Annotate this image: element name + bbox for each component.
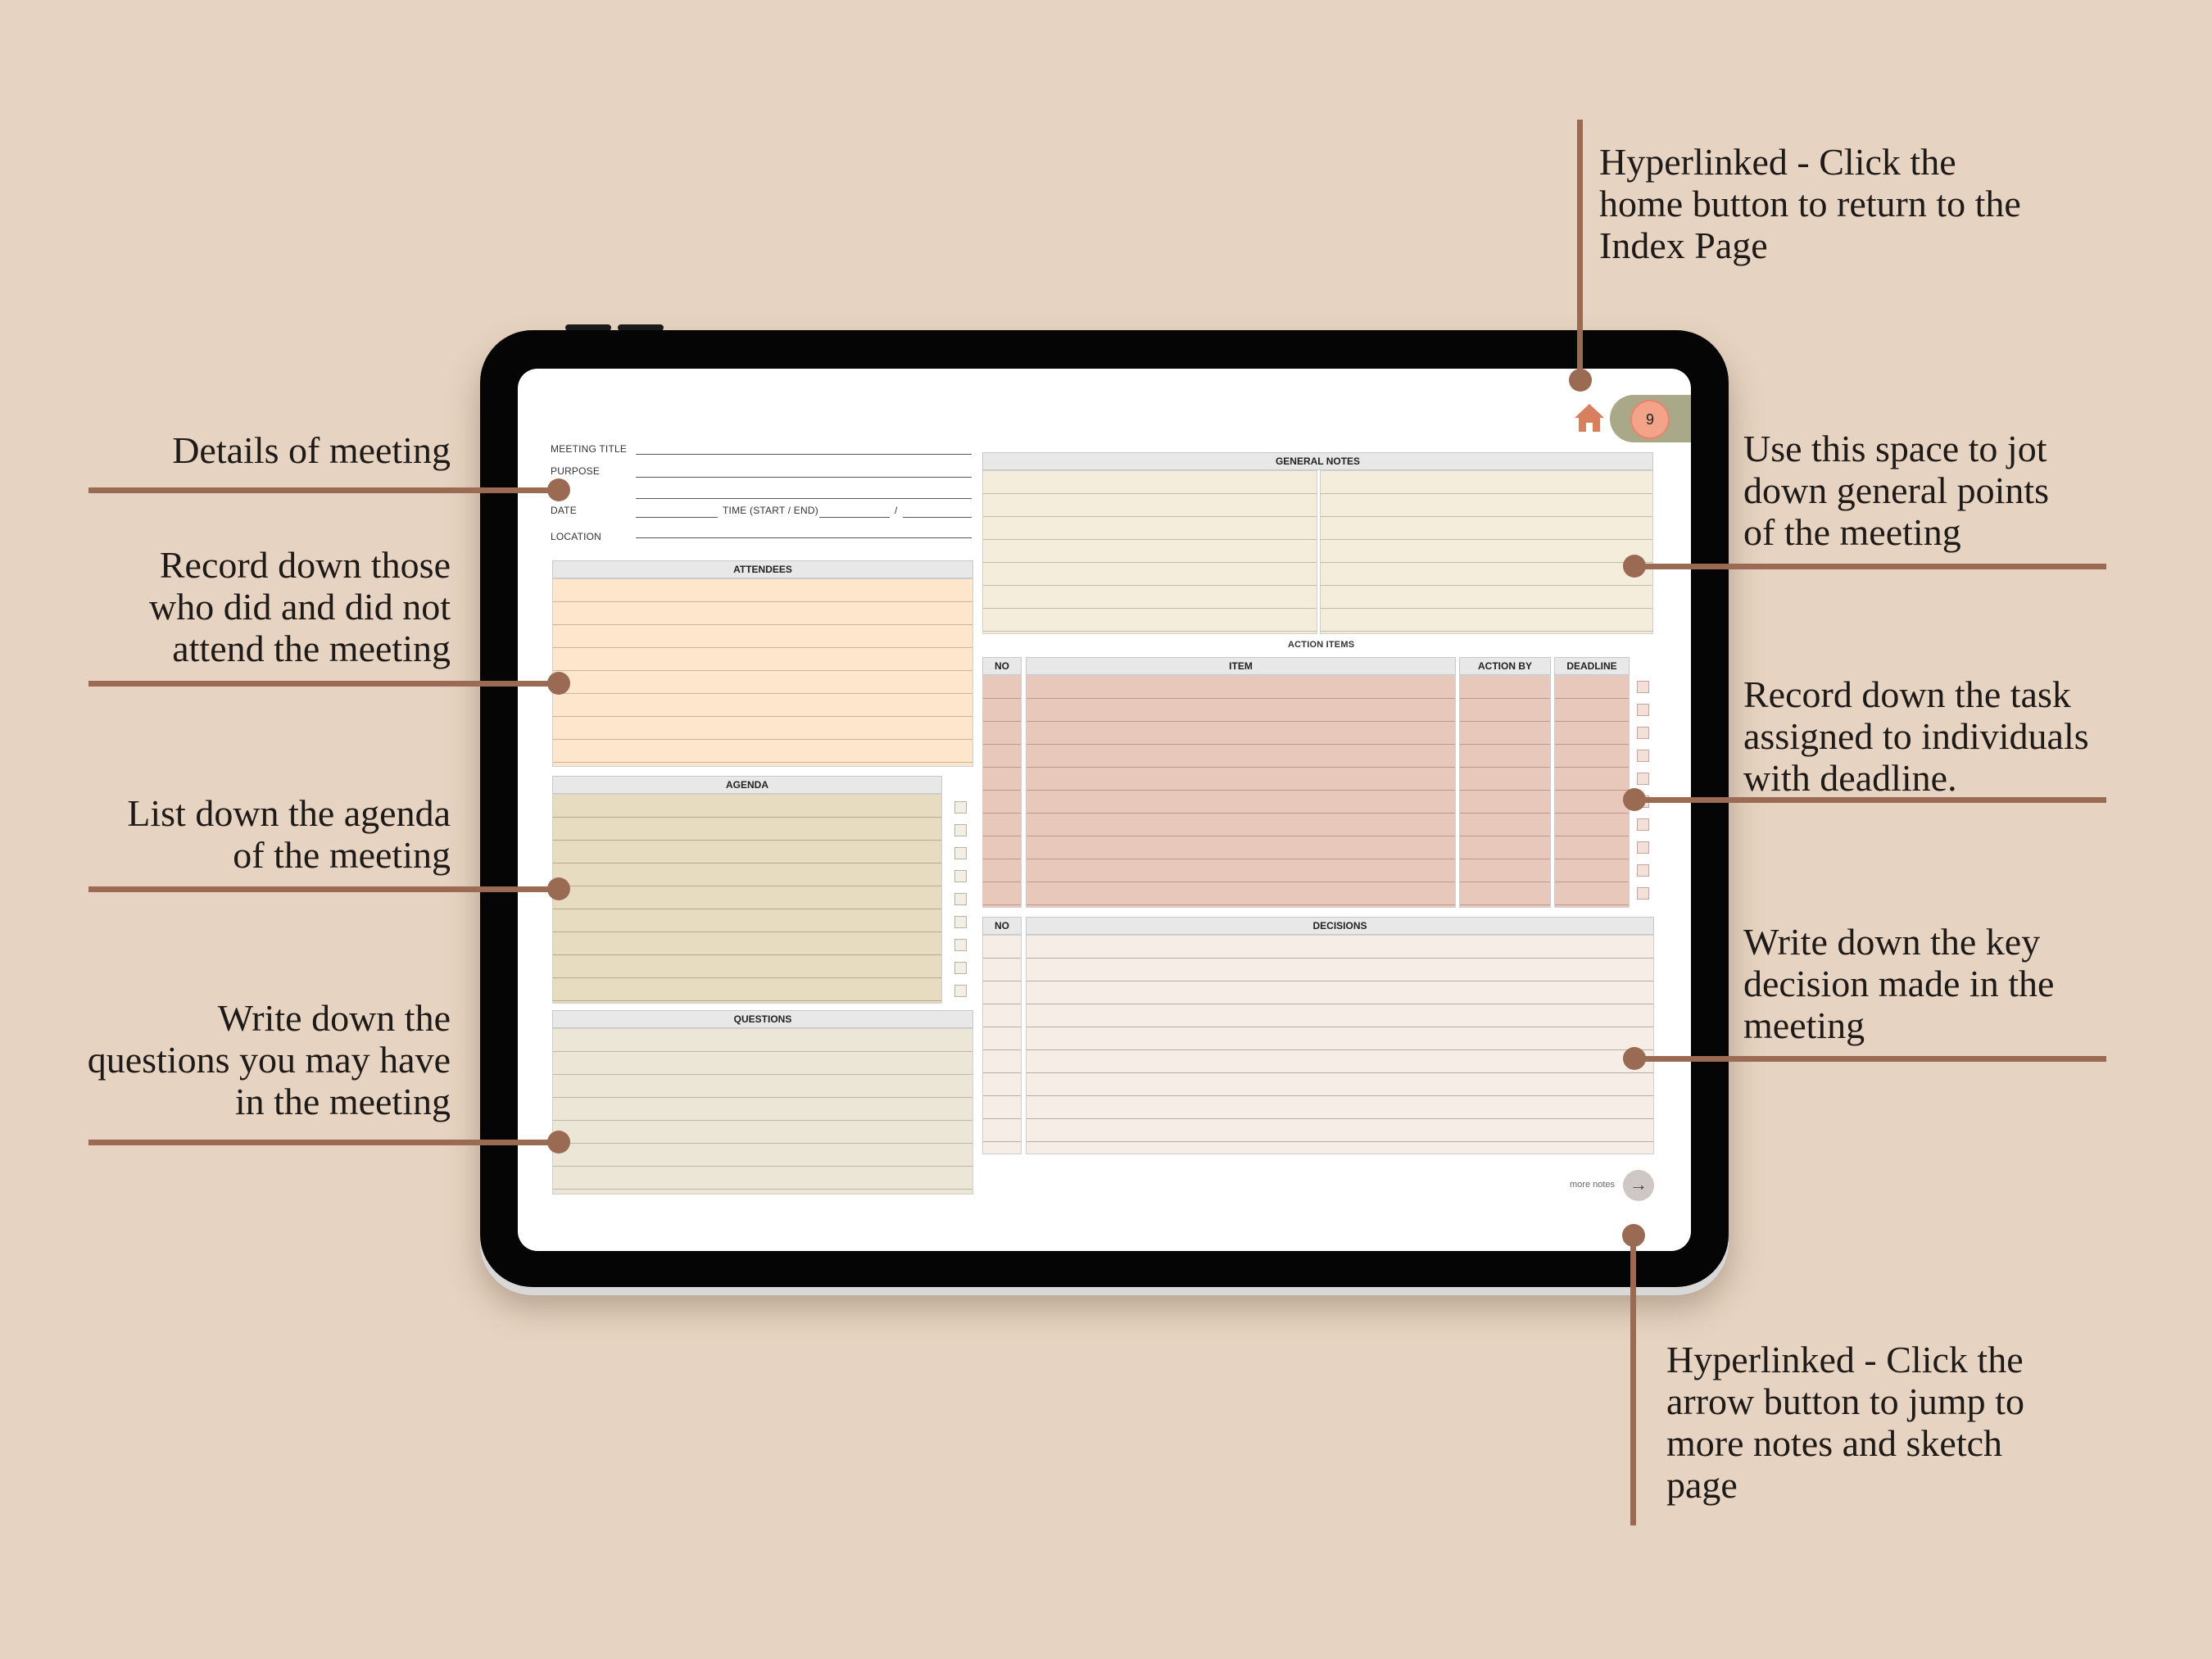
date-label: DATE [551, 505, 577, 516]
agenda-checkbox[interactable] [954, 939, 967, 951]
decisions-no-header: NO [982, 917, 1022, 935]
action-checkbox[interactable] [1637, 864, 1649, 877]
action-deadline-header: DEADLINE [1554, 657, 1630, 675]
callout-agenda: List down the agenda of the meeting [127, 792, 451, 876]
date-field[interactable] [636, 517, 718, 518]
action-checkbox[interactable] [1637, 887, 1649, 900]
agenda-lines[interactable] [552, 794, 942, 1004]
action-item-header: ITEM [1026, 657, 1456, 675]
agenda-checkbox[interactable] [954, 916, 967, 928]
planner-screen: MEETING TITLE PURPOSE DATE TIME (START /… [518, 369, 1691, 1251]
action-deadline-cells[interactable] [1554, 675, 1630, 908]
page-number-badge[interactable]: 9 [1630, 400, 1670, 439]
decisions-header: DECISIONS [1026, 917, 1654, 935]
attendees-header: ATTENDEES [552, 560, 973, 578]
questions-section: QUESTIONS [552, 1010, 973, 1194]
leader-details [88, 487, 559, 493]
leader-dot-arrow-button [1622, 1224, 1645, 1247]
action-by-header: ACTION BY [1459, 657, 1551, 675]
time-separator: / [895, 505, 898, 516]
action-checkbox[interactable] [1637, 818, 1649, 831]
callout-home-button: Hyperlinked - Click the home button to r… [1599, 141, 2021, 266]
callout-general-notes: Use this space to jot down general point… [1743, 428, 2050, 553]
agenda-checkbox[interactable] [954, 985, 967, 997]
decisions-cells[interactable] [1026, 935, 1654, 1154]
action-items-title: ACTION ITEMS [1288, 640, 1355, 650]
action-checkbox[interactable] [1637, 773, 1649, 785]
leader-dot-details [547, 478, 570, 501]
meeting-title-label: MEETING TITLE [551, 443, 628, 455]
purpose-field-line-2[interactable] [636, 498, 972, 499]
leader-dot-general-notes [1623, 555, 1646, 578]
general-notes-left-column[interactable] [982, 470, 1317, 634]
callout-action-items: Record down the task assigned to individ… [1743, 673, 2089, 799]
leader-questions [88, 1140, 559, 1145]
tablet-volume-button [618, 324, 664, 331]
agenda-checkbox[interactable] [954, 893, 967, 905]
callout-arrow-button: Hyperlinked - Click the arrow button to … [1666, 1339, 2024, 1506]
attendees-section: ATTENDEES [552, 560, 973, 767]
arrow-right-icon: → [1630, 1174, 1648, 1194]
action-checkbox[interactable] [1637, 750, 1649, 762]
meeting-title-field[interactable] [636, 454, 972, 455]
purpose-label: PURPOSE [551, 465, 601, 477]
agenda-checkbox[interactable] [954, 870, 967, 882]
agenda-section: AGENDA [552, 776, 942, 1004]
agenda-checkbox[interactable] [954, 847, 967, 859]
leader-dot-attendees [547, 672, 570, 695]
action-checkbox[interactable] [1637, 681, 1649, 693]
decisions-no-cells[interactable] [982, 935, 1022, 1154]
agenda-checkbox[interactable] [954, 824, 967, 836]
action-checkbox[interactable] [1637, 727, 1649, 739]
leader-decisions [1636, 1056, 2106, 1062]
action-items-deadline-column: DEADLINE [1554, 657, 1630, 908]
action-item-cells[interactable] [1026, 675, 1456, 908]
more-notes-label: more notes [1570, 1180, 1616, 1190]
time-start-field[interactable] [819, 517, 890, 518]
home-icon[interactable] [1573, 402, 1606, 433]
location-field[interactable] [636, 537, 972, 538]
general-notes-section: GENERAL NOTES [982, 452, 1653, 634]
general-notes-header: GENERAL NOTES [982, 452, 1653, 470]
agenda-header: AGENDA [552, 776, 942, 794]
callout-details: Details of meeting [172, 429, 451, 471]
action-items-no-column: NO [982, 657, 1022, 908]
leader-arrow-button [1630, 1239, 1636, 1525]
leader-dot-agenda [547, 877, 570, 900]
action-checkbox[interactable] [1637, 704, 1649, 716]
action-items-by-column: ACTION BY [1459, 657, 1551, 908]
attendees-lines[interactable] [552, 578, 973, 767]
questions-lines[interactable] [552, 1028, 973, 1194]
decisions-no-column: NO [982, 917, 1022, 1154]
leader-home-button [1577, 120, 1583, 380]
action-by-cells[interactable] [1459, 675, 1551, 908]
location-label: LOCATION [551, 531, 602, 542]
purpose-field-line-1[interactable] [636, 477, 972, 478]
agenda-checkbox[interactable] [954, 801, 967, 814]
action-items-item-column: ITEM [1026, 657, 1456, 908]
time-label: TIME (START / END) [723, 505, 818, 516]
questions-header: QUESTIONS [552, 1010, 973, 1028]
leader-dot-questions [547, 1131, 570, 1154]
leader-dot-decisions [1623, 1047, 1646, 1070]
leader-general-notes [1636, 564, 2106, 569]
time-end-field[interactable] [903, 517, 972, 518]
leader-dot-action-items [1623, 788, 1646, 811]
leader-action-items [1636, 797, 2106, 803]
callout-decisions: Write down the key decision made in the … [1743, 921, 2055, 1046]
tablet-volume-button [565, 324, 611, 331]
decisions-column: DECISIONS [1026, 917, 1654, 1154]
general-notes-right-column[interactable] [1320, 470, 1653, 634]
action-no-header: NO [982, 657, 1022, 675]
callout-attendees: Record down those who did and did not at… [149, 544, 451, 669]
callout-questions: Write down the questions you may have in… [87, 997, 451, 1122]
action-checkbox[interactable] [1637, 841, 1649, 854]
action-no-cells[interactable] [982, 675, 1022, 908]
agenda-checkbox[interactable] [954, 962, 967, 974]
leader-agenda [88, 886, 559, 892]
more-notes-arrow-button[interactable]: → [1623, 1170, 1654, 1201]
leader-attendees [88, 681, 559, 687]
leader-dot-home-button [1569, 369, 1592, 392]
